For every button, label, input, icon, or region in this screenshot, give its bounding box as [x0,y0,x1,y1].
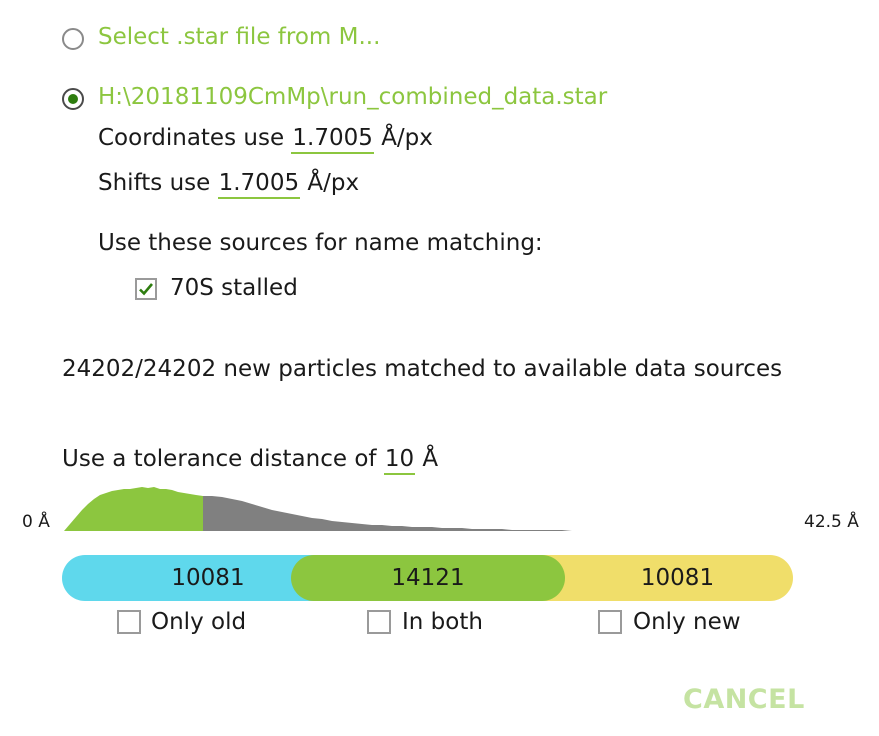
histogram-min-label: 0 Å [22,512,50,532]
shifts-row: Shifts use 1.7005 Å/px [98,170,359,199]
segment-both: 14121 [291,555,565,601]
option-select-star-label[interactable]: Select .star file from M... [98,24,381,50]
match-summary: 24202/24202 new particles matched to ava… [62,356,783,382]
segment-only-new: 10081 [522,555,793,601]
source-checkbox-70s-stalled[interactable] [135,278,157,300]
count-both: 14121 [391,565,465,591]
cancel-button[interactable]: CANCEL [683,684,805,715]
histogram-beyond-tolerance [203,496,587,531]
filter-checkbox-only-old[interactable] [117,610,141,634]
coordinates-pixel-size-input[interactable]: 1.7005 [291,125,374,154]
tolerance-row: Use a tolerance distance of 10 Å [62,446,438,475]
count-only-old: 10081 [171,565,245,591]
distance-histogram[interactable] [62,484,602,532]
filter-checkbox-in-both[interactable] [367,610,391,634]
source-label-70s-stalled: 70S stalled [170,275,298,301]
filter-label-in-both: In both [402,609,483,635]
radio-star-file-path[interactable] [62,88,84,110]
filter-checkbox-only-new[interactable] [598,610,622,634]
tolerance-distance-input[interactable]: 10 [383,446,416,475]
option-star-file-path-label[interactable]: H:\20181109CmMp\run_combined_data.star [98,84,608,110]
tolerance-prefix: Use a tolerance distance of [62,446,377,472]
checkmark-icon [139,283,153,296]
overlap-split-bar: 10081 14121 10081 [62,555,793,601]
histogram-within-tolerance [64,487,203,531]
name-matching-heading: Use these sources for name matching: [98,230,543,256]
radio-selected-dot [68,94,78,104]
shifts-prefix: Shifts use [98,170,211,196]
shifts-unit: Å/px [307,170,360,196]
filter-label-only-new: Only new [633,609,741,635]
shifts-pixel-size-input[interactable]: 1.7005 [217,170,301,199]
coordinates-unit: Å/px [381,125,433,151]
coordinates-row: Coordinates use 1.7005 Å/px [98,125,433,154]
coordinates-prefix: Coordinates use [98,125,285,151]
filter-label-only-old: Only old [151,609,247,635]
count-only-new: 10081 [640,565,715,591]
histogram-max-label: 42.5 Å [804,512,859,532]
radio-select-star-file[interactable] [62,28,84,50]
tolerance-unit: Å [422,446,439,472]
